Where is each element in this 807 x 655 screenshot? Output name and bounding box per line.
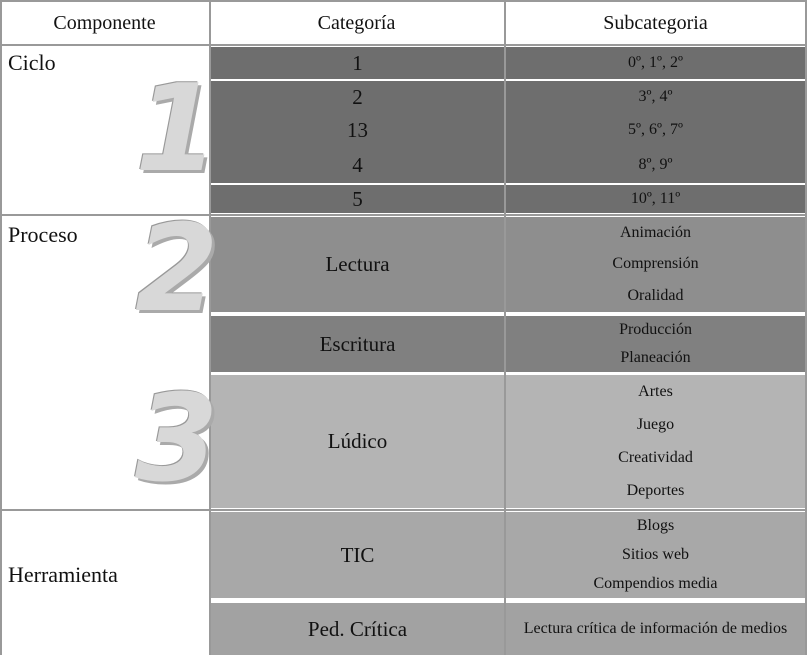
category-cell: Lúdico [211,375,504,508]
category-cell: Ped. Crítica [211,603,504,655]
category-cell: 13 [211,113,504,147]
subcategory-cell: Blogs Sitios web Compendios media [506,512,805,598]
numeral-icon: 3 [135,370,219,509]
subcategory: Animación [619,223,692,241]
category-cell: 2 [211,81,504,113]
subcategory: Oralidad [627,287,684,305]
subcategory: Creatividad [618,449,693,467]
category-cell: Escritura [211,316,504,372]
subcategory: Juego [636,415,675,433]
subcategory: Deportes [626,482,685,500]
category-cell: 4 [211,147,504,183]
column-border [209,0,211,655]
component-label: Ciclo [8,50,56,75]
subcategory: 0º, 1º, 2º [628,54,683,71]
subcategory: Compendios media [593,574,718,592]
subcategory: Artes [638,382,673,400]
header-cell: Subcategoria [603,12,708,34]
header-cell: Categoría [317,12,396,34]
subcategory: Comprensión [612,255,699,273]
numeral-icon: 2 [135,200,219,339]
category-cell: 5 [211,185,504,213]
row-border [0,0,807,2]
numeral-icon: 1 [135,60,219,199]
subcategory-cell: 3º, 4º [506,81,805,113]
column-border [504,0,506,655]
subcategory: Blogs [636,517,675,535]
subcategory: Planeación [620,349,691,366]
subcategory: Producción [619,321,692,338]
category-cell: 1 [211,47,504,79]
subcategory-cell: 8º, 9º [506,147,805,183]
row-border [0,44,807,46]
subcategory: 5º, 6º, 7º [628,121,683,138]
component-label: Proceso [8,222,78,247]
subcategory: 3º, 4º [638,88,673,105]
subcategory: Lectura crítica de información de medios [523,620,788,637]
subcategory: 8º, 9º [638,156,673,173]
header-cell: Componente [53,12,156,34]
column-border [805,0,807,655]
subcategory-cell: Producción Planeación [506,316,805,372]
subcategory-cell: Artes Juego Creatividad Deportes [506,375,805,508]
row-border [0,214,807,216]
subcategory: Sitios web [621,545,690,563]
subcategory-cell: 5º, 6º, 7º [506,113,805,147]
component-label: Herramienta [8,562,118,587]
category-cell: Lectura [211,217,504,312]
subcategory: 10º, 11º [630,190,681,207]
column-border [0,0,2,655]
subcategory-cell: 0º, 1º, 2º [506,47,805,79]
category-cell: TIC [211,512,504,598]
subcategory-cell: Lectura crítica de información de medios [506,603,805,655]
subcategory-cell: Animación Comprensión Oralidad [506,217,805,312]
subcategory-cell: 10º, 11º [506,185,805,213]
row-border [0,509,807,511]
